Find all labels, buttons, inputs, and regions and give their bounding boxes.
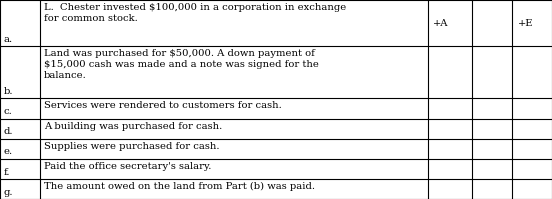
Text: The amount owed on the land from Part (b) was paid.: The amount owed on the land from Part (b… <box>44 182 315 191</box>
Text: L.  Chester invested $100,000 in a corporation in exchange
for common stock.: L. Chester invested $100,000 in a corpor… <box>44 3 346 23</box>
Text: e.: e. <box>3 147 13 156</box>
Text: Land was purchased for $50,000. A down payment of
$15,000 cash was made and a no: Land was purchased for $50,000. A down p… <box>44 49 319 80</box>
Text: g.: g. <box>3 188 13 197</box>
Text: Paid the office secretary's salary.: Paid the office secretary's salary. <box>44 162 211 171</box>
Text: c.: c. <box>3 107 12 116</box>
Text: b.: b. <box>3 87 13 96</box>
Text: Supplies were purchased for cash.: Supplies were purchased for cash. <box>44 142 219 151</box>
Text: Services were rendered to customers for cash.: Services were rendered to customers for … <box>44 101 282 110</box>
Text: d.: d. <box>3 127 13 136</box>
Text: A building was purchased for cash.: A building was purchased for cash. <box>44 122 222 131</box>
Text: +A: +A <box>433 19 449 28</box>
Text: f.: f. <box>3 168 10 177</box>
Text: a.: a. <box>3 35 13 44</box>
Text: +E: +E <box>518 19 533 28</box>
